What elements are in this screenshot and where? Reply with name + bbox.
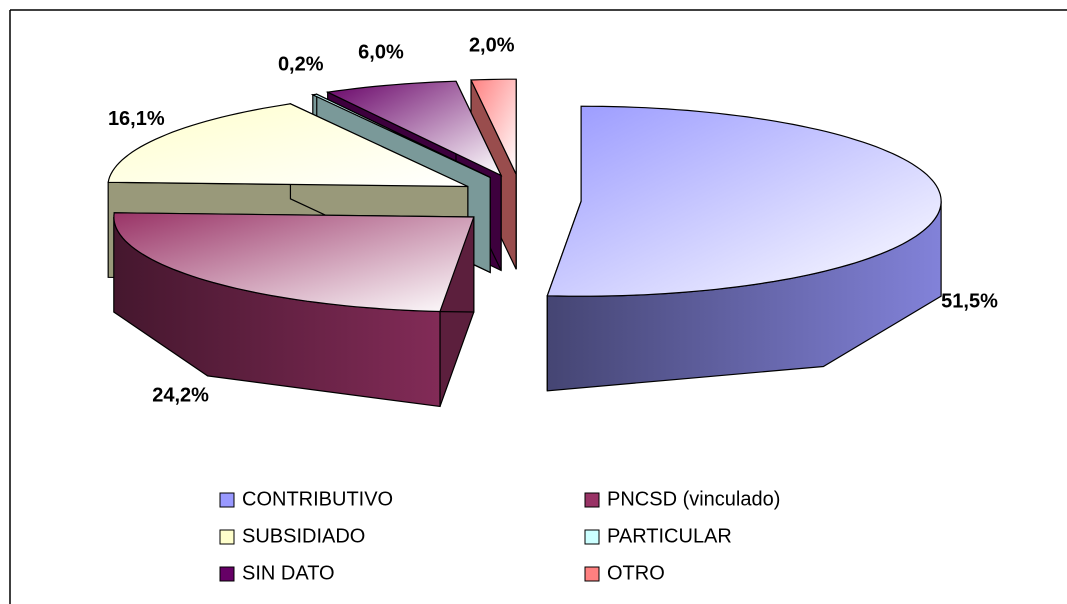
slice-top xyxy=(107,103,469,188)
legend-swatch xyxy=(219,492,235,508)
legend-swatch xyxy=(584,529,600,545)
slice-top xyxy=(325,80,503,177)
slice-top xyxy=(470,78,517,175)
data-label: 51,5% xyxy=(941,291,998,313)
data-label: 16,1% xyxy=(108,108,165,130)
legend-label: CONTRIBUTIVO xyxy=(242,488,393,510)
data-label: 2,0% xyxy=(469,34,515,56)
slice-top xyxy=(310,93,491,178)
slice xyxy=(546,105,942,392)
legend-label: PNCSD (vinculado) xyxy=(607,488,780,510)
legend-swatch xyxy=(219,529,235,545)
legend-label: SUBSIDIADO xyxy=(242,525,365,547)
data-label: 0,2% xyxy=(278,54,324,76)
legend-swatch xyxy=(219,566,235,582)
data-label: 24,2% xyxy=(152,384,209,406)
slice-top xyxy=(546,105,942,297)
legend-swatch xyxy=(584,566,600,582)
slice xyxy=(113,212,475,408)
slice-top xyxy=(113,212,475,313)
legend-swatch xyxy=(584,492,600,508)
data-label: 6,0% xyxy=(358,42,404,64)
legend-label: PARTICULAR xyxy=(607,525,732,547)
legend-label: OTRO xyxy=(607,562,665,584)
legend-label: SIN DATO xyxy=(242,562,335,584)
